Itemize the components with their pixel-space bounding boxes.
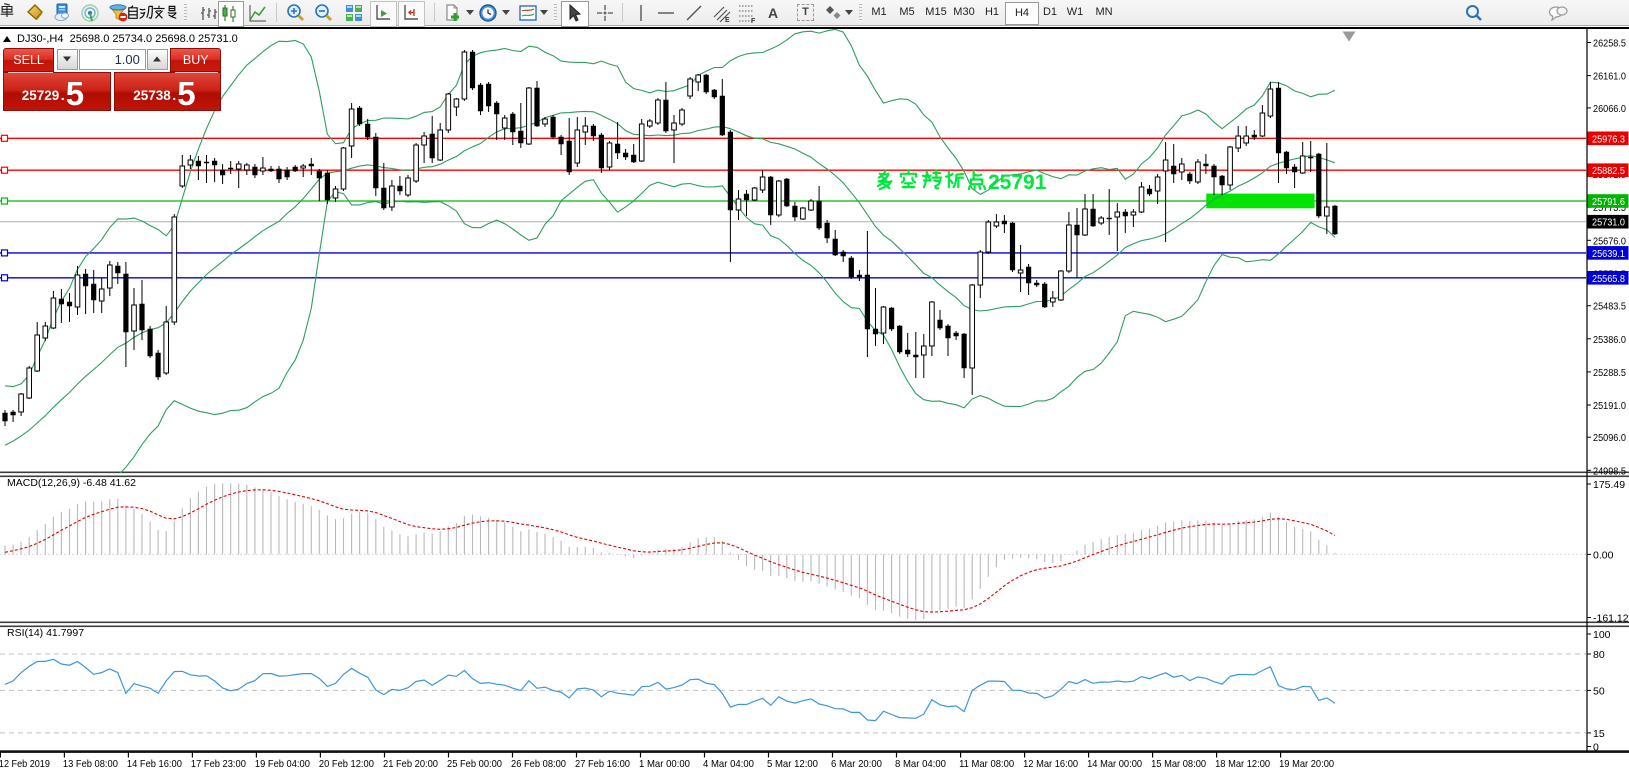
svg-text:25 Feb 00:00: 25 Feb 00:00: [447, 758, 502, 770]
svg-text:25565.8: 25565.8: [1592, 273, 1625, 285]
svg-text:5 Mar 12:00: 5 Mar 12:00: [767, 758, 818, 770]
svg-text:25639.1: 25639.1: [1592, 248, 1625, 260]
svg-text:26 Feb 08:00: 26 Feb 08:00: [511, 758, 566, 770]
svg-text:F: F: [751, 18, 756, 23]
svg-text:12 Feb 2019: 12 Feb 2019: [0, 758, 50, 770]
svg-text:21 Feb 20:00: 21 Feb 20:00: [383, 758, 438, 770]
svg-text:11 Mar 08:00: 11 Mar 08:00: [959, 758, 1014, 770]
svg-text:25791.6: 25791.6: [1592, 196, 1625, 208]
svg-text:19 Mar 20:00: 19 Mar 20:00: [1279, 758, 1334, 770]
svg-text:0.00: 0.00: [1593, 549, 1614, 561]
svg-text:25676.0: 25676.0: [1593, 235, 1626, 247]
svg-text:15 Mar 08:00: 15 Mar 08:00: [1151, 758, 1206, 770]
svg-text:25386.0: 25386.0: [1593, 334, 1626, 346]
svg-text:25976.3: 25976.3: [1592, 133, 1625, 145]
svg-text:14 Mar 00:00: 14 Mar 00:00: [1087, 758, 1142, 770]
svg-text:26161.0: 26161.0: [1593, 71, 1626, 83]
svg-text:25731.0: 25731.0: [1592, 217, 1625, 229]
svg-text:26066.0: 26066.0: [1593, 103, 1626, 115]
svg-text:27 Feb 16:00: 27 Feb 16:00: [575, 758, 630, 770]
svg-text:-161.12: -161.12: [1593, 613, 1629, 625]
svg-text:13 Feb 08:00: 13 Feb 08:00: [63, 758, 118, 770]
svg-text:25882.5: 25882.5: [1592, 165, 1625, 177]
svg-text:4 Mar 04:00: 4 Mar 04:00: [703, 758, 754, 770]
svg-text:20 Feb 12:00: 20 Feb 12:00: [319, 758, 374, 770]
svg-text:6 Mar 20:00: 6 Mar 20:00: [831, 758, 882, 770]
svg-text:25096.0: 25096.0: [1593, 432, 1626, 444]
svg-text:1 Mar 00:00: 1 Mar 00:00: [639, 758, 690, 770]
svg-text:14 Feb 16:00: 14 Feb 16:00: [127, 758, 182, 770]
svg-text:80: 80: [1593, 649, 1605, 661]
svg-text:17 Feb 23:00: 17 Feb 23:00: [191, 758, 246, 770]
svg-text:175.49: 175.49: [1593, 479, 1625, 491]
svg-text:25791: 25791: [988, 171, 1047, 194]
svg-text:0: 0: [1593, 742, 1599, 754]
svg-text:24998.5: 24998.5: [1593, 465, 1626, 477]
svg-text:19 Feb 04:00: 19 Feb 04:00: [255, 758, 310, 770]
svg-text:25191.0: 25191.0: [1593, 400, 1626, 412]
svg-text:8 Mar 04:00: 8 Mar 04:00: [895, 758, 946, 770]
svg-text:12 Mar 16:00: 12 Mar 16:00: [1023, 758, 1078, 770]
svg-text:25288.5: 25288.5: [1593, 367, 1626, 379]
svg-text:100: 100: [1593, 629, 1611, 641]
svg-text:15: 15: [1593, 728, 1605, 740]
svg-text:E: E: [725, 17, 730, 23]
svg-text:25483.5: 25483.5: [1593, 301, 1626, 313]
svg-text:18 Mar 12:00: 18 Mar 12:00: [1215, 758, 1270, 770]
svg-text:MACD(12,26,9) -6.48 41.62: MACD(12,26,9) -6.48 41.62: [7, 477, 136, 489]
svg-text:RSI(14) 41.7997: RSI(14) 41.7997: [7, 627, 84, 639]
svg-text:50: 50: [1593, 685, 1605, 697]
svg-text:26258.5: 26258.5: [1593, 38, 1626, 50]
